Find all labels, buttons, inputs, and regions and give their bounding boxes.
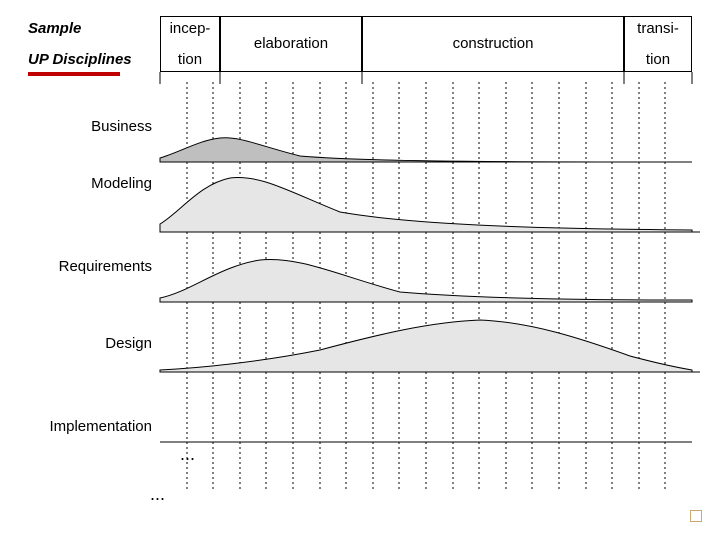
effort-curve-2 [160, 259, 692, 302]
phase-label-transition-bot: tion [625, 51, 691, 68]
discipline-label: Design [22, 335, 152, 352]
discipline-label: Implementation [22, 418, 152, 435]
phase-transition: transi-tion [624, 16, 692, 72]
phase-label-inception-bot: tion [161, 51, 219, 68]
title-underline [28, 72, 120, 76]
discipline-label: Modeling [22, 175, 152, 192]
title-line1: Sample [28, 20, 158, 37]
title-line2: UP Disciplines [28, 51, 158, 68]
resize-handle-icon [690, 510, 702, 522]
chart-svg [160, 72, 700, 502]
diagram-root: Sample UP Disciplines incep-tionelaborat… [0, 0, 720, 540]
phase-label-elaboration: elaboration [221, 35, 361, 52]
ellipsis-2: ... [150, 484, 165, 505]
title-block: Sample UP Disciplines [28, 20, 158, 68]
discipline-label: Requirements [22, 258, 152, 275]
phase-elaboration: elaboration [220, 16, 362, 72]
phase-label-inception-top: incep- [161, 20, 219, 37]
discipline-label: Business [22, 118, 152, 135]
phase-inception: incep-tion [160, 16, 220, 72]
phase-construction: construction [362, 16, 624, 72]
ellipsis-1: ... [180, 444, 195, 465]
phase-label-transition-top: transi- [625, 20, 691, 37]
chart-area [160, 72, 692, 492]
phase-label-construction: construction [363, 35, 623, 52]
